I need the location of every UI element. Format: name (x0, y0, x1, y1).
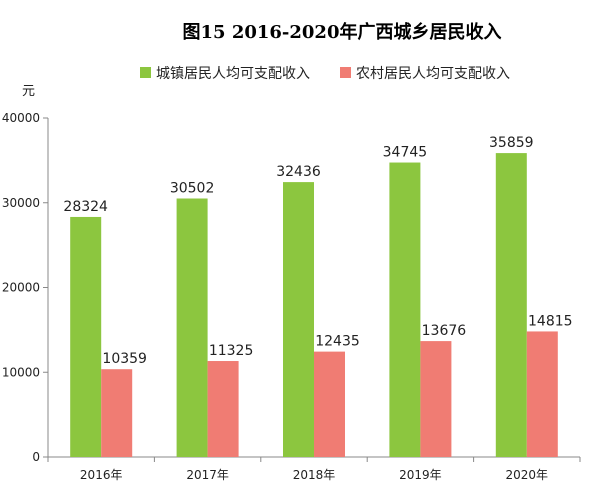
x-tick-label: 2020年 (506, 468, 549, 482)
bar-urban-2017年 (176, 198, 208, 457)
legend-swatch-rural (340, 67, 351, 78)
data-label-urban: 28324 (63, 199, 108, 215)
y-tick-label: 30000 (2, 196, 40, 210)
data-label-rural: 10359 (102, 351, 147, 367)
x-tick-label: 2017年 (186, 468, 229, 482)
bars (70, 153, 558, 457)
bar-rural-2020年 (526, 331, 558, 457)
data-label-urban: 30502 (170, 180, 215, 196)
y-ticks: 0 10000 20000 30000 40000 (2, 111, 48, 464)
bar-urban-2020年 (495, 153, 527, 457)
data-label-urban: 34745 (383, 145, 428, 161)
bar-rural-2016年 (101, 369, 133, 457)
bar-urban-2018年 (283, 182, 314, 457)
data-label-rural: 14815 (528, 313, 573, 329)
legend-label-urban: 城镇居民人均可支配收入 (156, 66, 310, 82)
bar-urban-2016年 (70, 216, 102, 457)
data-labels: 28324 10359 30502 11325 32436 12435 34745 13676… (63, 135, 572, 367)
data-label-rural: 12435 (315, 334, 360, 350)
bar-rural-2017年 (207, 361, 239, 457)
x-ticks: 2016年 2017年 2018年 2019年 2020年 (47, 457, 581, 482)
legend-label-rural: 农村居民人均可支配收入 (356, 66, 510, 82)
y-tick-label: 0 (32, 450, 40, 464)
bar-rural-2018年 (314, 351, 345, 457)
legend-swatch-urban (140, 67, 151, 78)
x-tick-label: 2016年 (80, 468, 123, 482)
data-label-urban: 32436 (276, 164, 321, 180)
data-label-rural: 11325 (209, 343, 254, 359)
data-label-rural: 13676 (422, 323, 467, 339)
y-tick-label: 10000 (2, 365, 40, 379)
chart-title: 图15 2016-2020年广西城乡居民收入 (183, 21, 502, 43)
bar-urban-2019年 (389, 162, 421, 457)
y-axis-unit: 元 (22, 84, 35, 99)
data-label-urban: 35859 (489, 135, 534, 151)
x-tick-label: 2019年 (399, 468, 442, 482)
bar-rural-2019年 (420, 341, 452, 457)
legend: 城镇居民人均可支配收入 农村居民人均可支配收入 (140, 66, 510, 82)
y-tick-label: 40000 (2, 111, 40, 125)
y-tick-label: 20000 (2, 281, 40, 295)
x-tick-label: 2018年 (293, 468, 336, 482)
